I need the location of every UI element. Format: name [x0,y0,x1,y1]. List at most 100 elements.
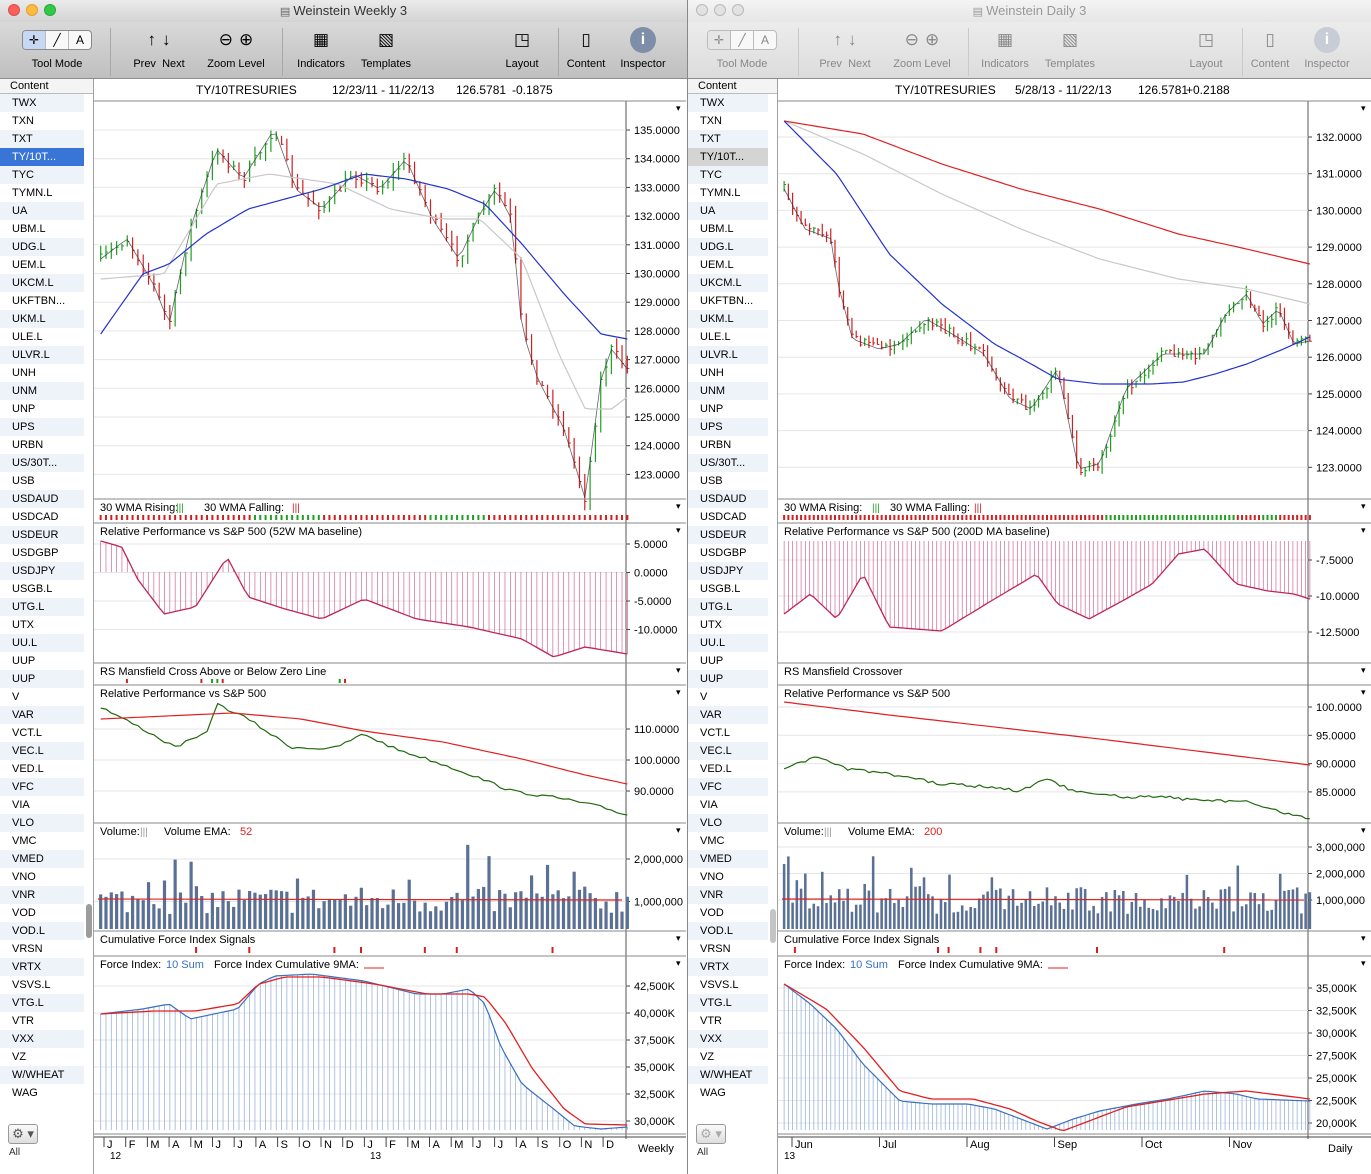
symbol-list-item[interactable]: TY/10T... [0,148,84,166]
symbol-list-item[interactable]: USDJPY [688,562,768,580]
symbol-list-item[interactable]: UPS [688,418,768,436]
symbol-list-item[interactable]: VNO [700,871,724,883]
symbol-list-item[interactable]: TYC [0,166,84,184]
symbol-list-item[interactable]: USDJPY [0,562,84,580]
symbol-list-item[interactable]: TXT [0,130,84,148]
line-tool-icon[interactable]: ╱ [46,31,69,49]
symbol-list-item[interactable]: VEC.L [688,742,768,760]
symbol-list-item[interactable]: UDG.L [688,238,768,256]
content-button[interactable]: ▯ Content [566,30,606,70]
symbol-list-item[interactable]: UKCM.L [688,274,768,292]
symbol-list-item[interactable]: UTX [12,619,34,631]
inspector-button[interactable]: i Inspector [1298,26,1356,70]
close-button[interactable] [696,4,708,16]
symbol-list-item[interactable]: VLO [688,814,768,832]
down-arrow-icon[interactable]: ↓ [162,30,171,49]
symbol-list-item[interactable]: TY/10T... [688,148,768,166]
symbol-list-item[interactable]: URBN [12,439,44,451]
symbol-list-item[interactable]: W/WHEAT [0,1066,84,1084]
symbol-list-item[interactable]: ULVR.L [0,346,84,364]
symbol-list-item[interactable]: UEM.L [700,259,734,271]
indicators-button[interactable]: ▦ Indicators [297,30,345,70]
templates-button[interactable]: ▧ Templates [1044,30,1096,70]
symbol-list-item[interactable]: VRSN [12,943,43,955]
symbol-list-item[interactable]: ULVR.L [688,346,768,364]
symbol-list-item[interactable]: VTR [700,1015,722,1027]
symbol-list-item[interactable]: USDEUR [688,526,768,544]
symbol-list-item[interactable]: ULE.L [12,331,43,343]
sidebar-scrollbar[interactable] [769,94,777,1120]
chart-area[interactable]: TY/10TRESURIES 12/23/11 - 11/22/13 126.578… [94,79,686,1174]
prev-button[interactable]: Prev [133,58,156,70]
symbol-list-item[interactable]: USDCAD [12,511,59,523]
layout-button[interactable]: ◳ Layout [505,30,539,70]
symbol-list-item[interactable]: UUP [0,670,84,688]
symbol-list-item[interactable]: UUP [688,670,768,688]
symbol-list-item[interactable]: USDGBP [700,547,747,559]
all-filter-label[interactable]: All [697,1147,709,1158]
sidebar-scrollbar[interactable] [85,94,93,1120]
symbol-list-item[interactable]: VOD.L [0,922,84,940]
symbol-list-item[interactable]: VTG.L [688,994,768,1012]
minimize-button[interactable] [26,4,38,16]
inspector-button[interactable]: i Inspector [614,26,672,70]
next-button[interactable]: Next [162,58,185,70]
symbol-list-item[interactable]: VZ [700,1051,715,1063]
indicators-button[interactable]: ▦ Indicators [981,30,1029,70]
symbol-list-item[interactable]: VSVS.L [700,979,739,991]
symbol-list-item[interactable]: V [700,691,708,703]
symbol-list-item[interactable]: VMED [688,850,768,868]
gear-menu-button[interactable]: ⚙ ▾ [696,1124,726,1144]
zoom-out-icon[interactable]: ⊖ [218,30,233,49]
symbol-list-item[interactable]: VFC [0,778,84,796]
symbol-list-item[interactable]: USGB.L [700,583,741,595]
symbol-list-item[interactable]: UPS [0,418,84,436]
symbol-list-item[interactable]: UA [688,202,768,220]
chart-area[interactable]: TY/10TRESURIES 5/28/13 - 11/22/13 126.5781… [778,79,1371,1174]
symbol-list-item[interactable]: USDGBP [12,547,59,559]
scroll-thumb[interactable] [86,904,92,938]
window-titlebar[interactable]: ▤ Weinstein Daily 3 [688,0,1371,22]
symbol-list-item[interactable]: USDEUR [0,526,84,544]
zoom-in-icon[interactable]: ⊕ [239,30,254,49]
content-button[interactable]: ▯ Content [1250,30,1290,70]
symbol-list-item[interactable]: UU.L [0,634,84,652]
symbol-list-item[interactable]: URBN [700,439,732,451]
symbol-list-item[interactable]: USB [12,475,35,487]
symbol-list-item[interactable]: UTX [700,619,722,631]
symbol-list-item[interactable]: TWX [688,94,768,112]
window-titlebar[interactable]: ▤ Weinstein Weekly 3 [0,0,687,22]
up-arrow-icon[interactable]: ↑ [833,30,843,49]
symbol-list-item[interactable]: VCT.L [12,727,42,739]
zoom-out-icon[interactable]: ⊖ [904,30,919,49]
text-tool-icon[interactable]: A [760,33,769,47]
symbol-list-item[interactable]: UU.L [688,634,768,652]
symbol-list-item[interactable]: VFC [688,778,768,796]
symbol-list-item[interactable]: W/WHEAT [688,1066,768,1084]
up-arrow-icon[interactable]: ↑ [147,30,157,49]
symbol-list-item[interactable]: UUP [700,655,724,667]
symbol-list-item[interactable]: US/30T... [0,454,84,472]
symbol-list-item[interactable]: USDCAD [700,511,747,523]
symbol-list-item[interactable]: VEC.L [0,742,84,760]
symbol-list-item[interactable]: USB [700,475,723,487]
symbol-list-item[interactable]: VED.L [700,763,732,775]
symbol-list-item[interactable]: VIA [700,799,718,811]
gear-menu-button[interactable]: ⚙ ▾ [8,1124,38,1144]
prev-button[interactable]: Prev [819,58,842,70]
symbol-list-item[interactable]: VOD.L [688,922,768,940]
symbol-list-item[interactable]: TXN [700,115,722,127]
symbol-list-item[interactable]: VMED [0,850,84,868]
symbol-list-item[interactable]: UKM.L [0,310,84,328]
symbol-list-item[interactable]: VAR [0,706,84,724]
symbol-list-item[interactable]: UBM.L [700,223,734,235]
symbol-list-item[interactable]: USDAUD [0,490,84,508]
layout-button[interactable]: ◳ Layout [1189,30,1223,70]
close-button[interactable] [8,4,20,16]
symbol-list-item[interactable]: WAG [12,1087,38,1099]
symbol-list-item[interactable]: VNR [688,886,768,904]
tool-mode-control[interactable]: ✛ ╱ A Tool Mode [700,26,784,70]
symbol-list-item[interactable]: UBM.L [12,223,46,235]
symbol-list-item[interactable]: UUP [12,655,36,667]
scroll-thumb[interactable] [770,909,776,943]
